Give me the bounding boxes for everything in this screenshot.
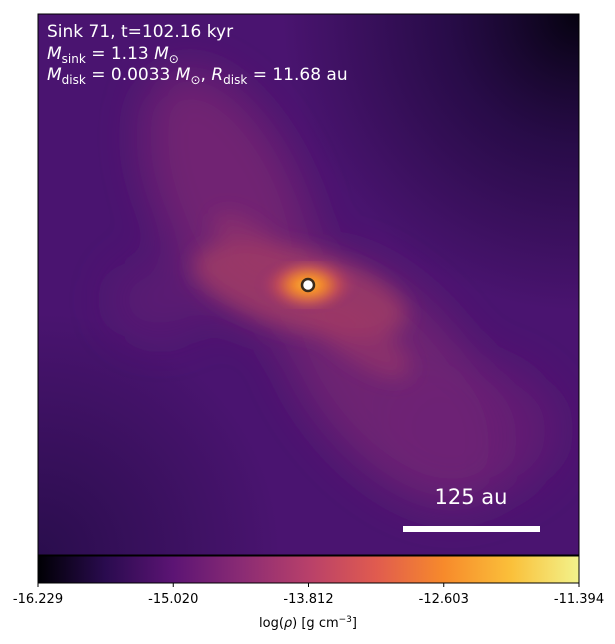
disk-annotation: Mdisk = 0.0033 M⊙, Rdisk = 11.68 au <box>47 65 348 87</box>
title-annotation: Sink 71, t=102.16 kyr <box>47 22 233 42</box>
colorbar: -16.229 -15.020 -13.812 -12.603 -11.394 log(… <box>13 555 604 631</box>
colorbar-tick-label: -13.812 <box>283 592 333 607</box>
sink-marker <box>300 277 316 293</box>
colorbar-gradient <box>38 556 579 583</box>
colorbar-tick-label: -15.020 <box>148 592 198 607</box>
colorbar-label: log(ρ) [g cm−3] <box>259 615 357 631</box>
colorbar-tick-label: -16.229 <box>13 592 63 607</box>
plot-frame <box>37 13 580 556</box>
scale-bar-line <box>403 526 540 532</box>
sink-mass-annotation: Msink = 1.13 M⊙ <box>47 44 179 66</box>
colorbar-tick-label: -11.394 <box>554 592 604 607</box>
scale-bar-label: 125 au <box>435 485 508 509</box>
scale-bar: 125 au <box>403 485 540 532</box>
colorbar-tick-label: -12.603 <box>419 592 469 607</box>
